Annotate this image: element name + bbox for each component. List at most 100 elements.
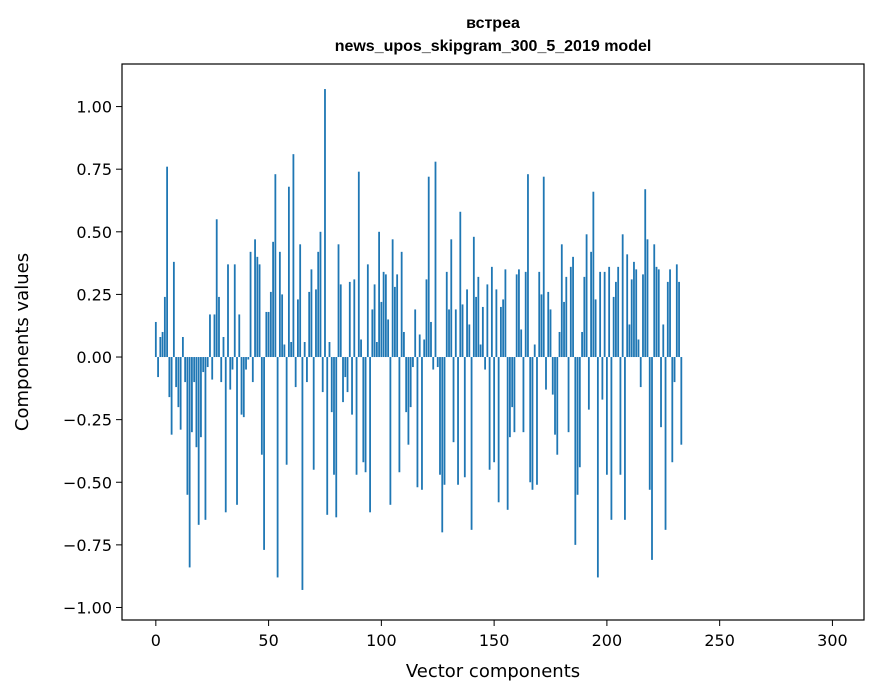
bar-61 — [292, 154, 295, 358]
bar-32 — [227, 264, 229, 358]
bar-66 — [303, 342, 306, 358]
bar-11 — [179, 357, 182, 430]
bar-191 — [585, 234, 588, 358]
bar-190 — [583, 276, 586, 358]
bar-204 — [615, 281, 617, 358]
bar-231 — [675, 264, 678, 358]
bar-0 — [154, 321, 157, 358]
bar-233 — [680, 357, 683, 445]
bar-44 — [254, 239, 256, 358]
bar-49 — [265, 311, 268, 358]
bar-146 — [484, 357, 486, 370]
bar-166 — [529, 357, 532, 483]
y-tick-label: 0.50 — [76, 223, 112, 242]
bar-120 — [425, 279, 428, 358]
bar-19 — [197, 357, 200, 525]
bar-31 — [224, 357, 227, 513]
bar-142 — [475, 296, 477, 358]
bar-33 — [229, 357, 232, 390]
bars-group — [154, 89, 683, 590]
bar-229 — [671, 357, 674, 463]
bar-194 — [592, 191, 595, 358]
bar-178 — [556, 357, 559, 455]
bar-84 — [344, 357, 347, 378]
bar-152 — [497, 357, 500, 503]
bar-112 — [407, 357, 410, 445]
bar-30 — [222, 336, 225, 358]
bar-77 — [328, 342, 331, 358]
bar-110 — [403, 331, 405, 358]
bar-193 — [590, 251, 592, 358]
bar-99 — [378, 231, 380, 358]
bar-65 — [301, 357, 304, 590]
y-axis-ticks: 1.00 0.75 0.50 0.25 0.00 −0.25 −0.50 −0.75 −1.00 — [63, 98, 122, 617]
x-tick-label: 250 — [704, 631, 735, 650]
bar-88 — [353, 279, 356, 358]
bar-150 — [493, 357, 496, 463]
bar-1 — [157, 357, 159, 378]
bar-47 — [260, 357, 263, 455]
bar-107 — [396, 274, 399, 358]
bar-132 — [452, 357, 455, 443]
bar-90 — [357, 171, 360, 358]
bar-24 — [209, 314, 211, 358]
y-tick-label: 0.75 — [76, 160, 112, 179]
bar-161 — [518, 269, 520, 358]
bar-59 — [287, 186, 290, 358]
bar-111 — [405, 357, 408, 413]
x-tick-label: 0 — [151, 631, 161, 650]
bar-218 — [646, 239, 649, 358]
bar-71 — [315, 289, 317, 358]
bar-101 — [382, 271, 385, 358]
bar-105 — [391, 239, 394, 358]
bar-40 — [245, 357, 247, 370]
bar-56 — [281, 294, 284, 358]
bar-227 — [666, 281, 669, 358]
bar-124 — [434, 161, 437, 358]
bar-145 — [481, 306, 484, 358]
bar-102 — [384, 274, 387, 358]
bar-174 — [547, 291, 550, 358]
bar-144 — [479, 344, 482, 358]
bar-162 — [520, 329, 523, 358]
bar-207 — [621, 234, 624, 358]
bar-181 — [563, 301, 565, 358]
bar-126 — [439, 357, 441, 475]
bar-203 — [612, 296, 615, 358]
bar-117 — [418, 334, 421, 358]
bar-51 — [269, 291, 272, 358]
bar-67 — [306, 357, 308, 383]
bar-168 — [533, 344, 536, 358]
bar-230 — [673, 357, 676, 383]
bar-116 — [416, 357, 419, 488]
bar-122 — [430, 321, 432, 358]
bar-42 — [249, 251, 252, 358]
bar-185 — [572, 256, 574, 358]
x-axis-ticks: 0 50 100 150 200 250 300 — [151, 620, 848, 650]
bar-220 — [651, 357, 653, 560]
bar-216 — [642, 274, 644, 358]
bar-167 — [531, 357, 534, 490]
bar-215 — [639, 357, 642, 388]
bar-134 — [457, 357, 459, 485]
bar-98 — [375, 342, 378, 358]
bar-26 — [213, 314, 216, 358]
bar-69 — [310, 269, 313, 358]
bar-45 — [256, 256, 259, 358]
bar-200 — [605, 357, 608, 475]
bar-83 — [342, 357, 344, 403]
bar-176 — [551, 357, 554, 395]
bar-50 — [267, 311, 270, 358]
bar-154 — [502, 299, 505, 358]
bar-149 — [490, 266, 493, 358]
bar-165 — [527, 174, 529, 358]
bar-128 — [443, 357, 446, 485]
bar-43 — [251, 357, 254, 383]
bar-5 — [166, 166, 168, 358]
bar-25 — [211, 357, 214, 380]
bar-89 — [355, 357, 358, 475]
bar-63 — [297, 299, 299, 358]
bar-139 — [468, 324, 471, 358]
bar-184 — [569, 266, 572, 358]
